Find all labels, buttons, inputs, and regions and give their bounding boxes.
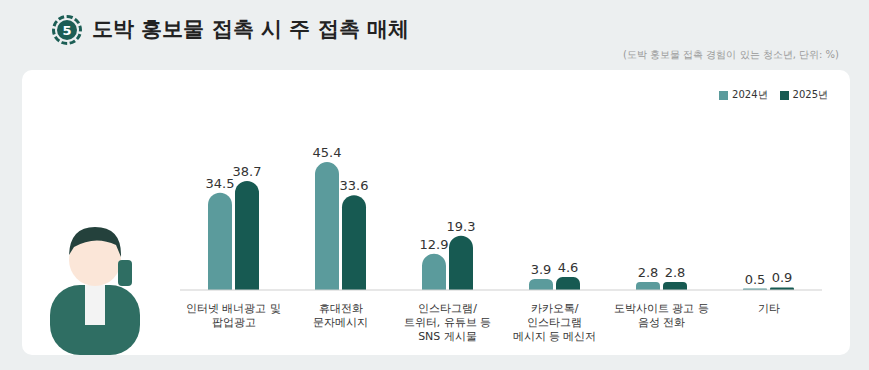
svg-text:인터넷 배너광고 및팝업광고: 인터넷 배너광고 및팝업광고 (186, 302, 281, 329)
svg-text:도박사이트 광고 등음성 전화: 도박사이트 광고 등음성 전화 (614, 302, 709, 329)
svg-text:0.5: 0.5 (745, 272, 766, 287)
svg-text:인스타그램/트위터, 유튜브 등SNS 게시물: 인스타그램/트위터, 유튜브 등SNS 게시물 (404, 302, 492, 343)
svg-text:19.3: 19.3 (447, 219, 476, 234)
html-text:2025년: 2025년 (792, 89, 828, 100)
svg-text:기타: 기타 (758, 302, 780, 315)
svg-text:카카오톡/인스타그램메시지 등 메신저: 카카오톡/인스타그램메시지 등 메신저 (513, 302, 597, 343)
html-text:2024년: 2024년 (732, 89, 768, 100)
svg-text:2.8: 2.8 (665, 265, 686, 280)
html-text:5: 5 (62, 22, 72, 38)
svg-text:휴대전화문자메시지: 휴대전화문자메시지 (313, 302, 368, 329)
svg-text:0.9: 0.9 (772, 270, 793, 285)
svg-text:38.7: 38.7 (233, 164, 262, 179)
html-text:(도박 홍보물 접촉 경험이 있는 청소년, 단위: %): (도박 홍보물 접촉 경험이 있는 청소년, 단위: %) (622, 49, 839, 60)
html-text:도박 홍보물 접촉 시 주 접촉 매체: 도박 홍보물 접촉 시 주 접촉 매체 (92, 17, 409, 41)
svg-text:2.8: 2.8 (638, 265, 659, 280)
svg-text:34.5: 34.5 (206, 176, 235, 191)
svg-text:4.6: 4.6 (558, 260, 579, 275)
svg-text:12.9: 12.9 (420, 237, 449, 252)
svg-text:3.9: 3.9 (531, 262, 552, 277)
svg-text:33.6: 33.6 (340, 178, 369, 193)
svg-text:45.4: 45.4 (313, 145, 342, 160)
